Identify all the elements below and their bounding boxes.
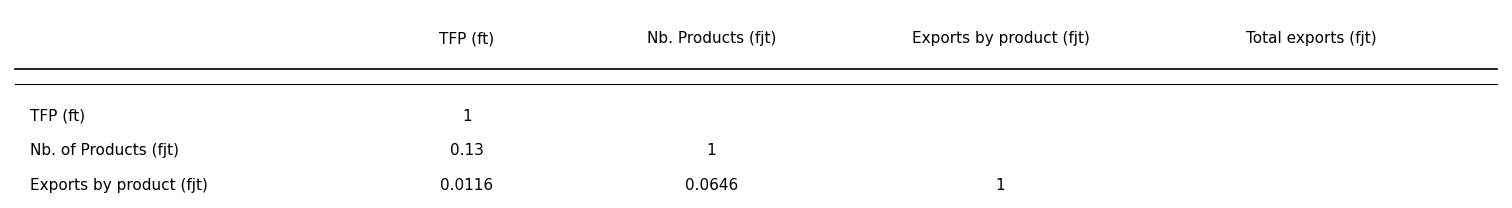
Text: TFP (ft): TFP (ft)	[30, 109, 85, 124]
Text: 1: 1	[996, 178, 1005, 193]
Text: Nb. Products (fjt): Nb. Products (fjt)	[647, 31, 776, 46]
Text: 0.13: 0.13	[451, 143, 484, 158]
Text: TFP (ft): TFP (ft)	[440, 31, 494, 46]
Text: 1: 1	[463, 109, 472, 124]
Text: Total exports (fjt): Total exports (fjt)	[1246, 31, 1377, 46]
Text: Exports by product (fjt): Exports by product (fjt)	[912, 31, 1090, 46]
Text: 0.0646: 0.0646	[685, 178, 738, 193]
Text: Nb. of Products (fjt): Nb. of Products (fjt)	[30, 143, 178, 158]
Text: 0.0116: 0.0116	[440, 178, 493, 193]
Text: 1: 1	[706, 143, 717, 158]
Text: Exports by product (fjt): Exports by product (fjt)	[30, 178, 207, 193]
